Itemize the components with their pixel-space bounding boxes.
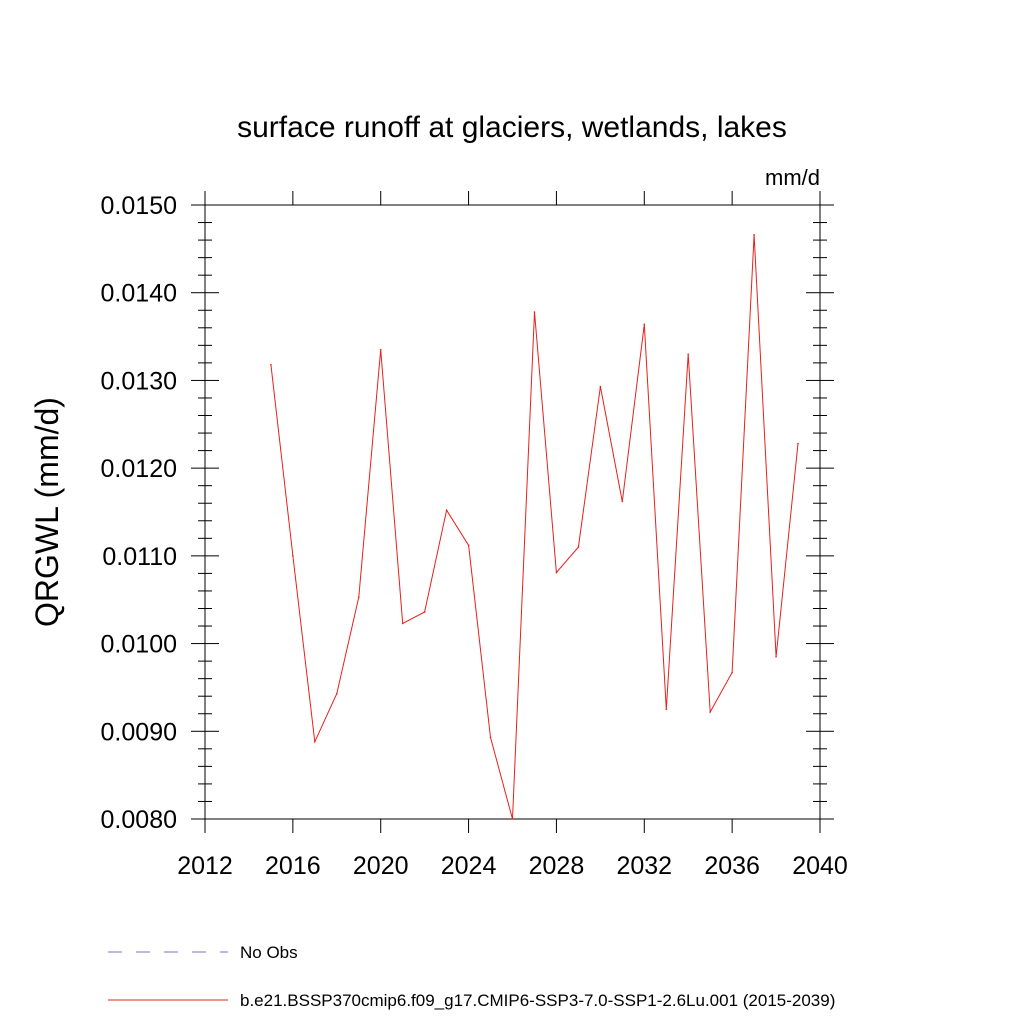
data-point [797, 442, 799, 445]
data-point [467, 544, 470, 547]
data-point [533, 311, 536, 313]
x-tick-label: 2028 [529, 852, 585, 880]
chart-title: surface runoff at glaciers, wetlands, la… [237, 111, 787, 144]
axes: 2012 2016 2020 2024 2028 2032 2036 2040 0.0080 0.… [101, 191, 848, 880]
legend-label: b.e21.BSSP370cmip6.f09_g17.CMIP6-SSP3-7.… [240, 991, 835, 1010]
x-tick-label: 2024 [441, 852, 497, 880]
y-axis-label: QRGWL (mm/d) [29, 397, 65, 627]
x-tick-label: 2040 [792, 852, 848, 880]
data-point [401, 622, 404, 625]
x-tick-label: 2012 [177, 852, 233, 880]
data-point [577, 546, 580, 548]
data-point [357, 596, 360, 598]
data-point [423, 611, 426, 613]
data-point [314, 741, 316, 743]
data-point [489, 736, 492, 739]
y-tick-label: 0.0130 [101, 367, 177, 395]
units-label: mm/d [765, 165, 820, 190]
x-tick-label: 2036 [704, 852, 760, 880]
data-point [687, 353, 690, 355]
y-tick-label: 0.0090 [101, 718, 177, 746]
data-point [292, 555, 294, 557]
x-tick-label: 2020 [353, 852, 409, 880]
data-point [511, 818, 514, 820]
data-point [621, 500, 624, 503]
data-point [665, 708, 668, 711]
data-point [555, 571, 558, 574]
legend: No Obs b.e21.BSSP370cmip6.f09_g17.CMIP6-S… [108, 943, 835, 1010]
y-tick-label: 0.0100 [101, 631, 177, 659]
y-tick-label: 0.0080 [101, 806, 177, 834]
plot-series [270, 234, 799, 820]
data-point [379, 348, 382, 351]
legend-label: No Obs [240, 943, 298, 962]
data-point [599, 385, 602, 388]
data-point [775, 655, 777, 658]
y-tick-label: 0.0150 [101, 192, 177, 220]
data-point [753, 234, 755, 236]
series-line [270, 234, 799, 820]
plot-frame [204, 204, 821, 820]
data-point [335, 692, 338, 695]
y-tick-label: 0.0140 [101, 280, 177, 308]
data-point [643, 323, 646, 326]
y-tick-label: 0.0110 [102, 543, 177, 571]
data-point [270, 363, 272, 366]
data-point [709, 711, 711, 713]
y-tick-label: 0.0120 [101, 455, 177, 483]
data-point [445, 509, 448, 512]
x-tick-label: 2016 [265, 852, 321, 880]
data-point [731, 671, 733, 674]
x-tick-label: 2032 [616, 852, 672, 880]
